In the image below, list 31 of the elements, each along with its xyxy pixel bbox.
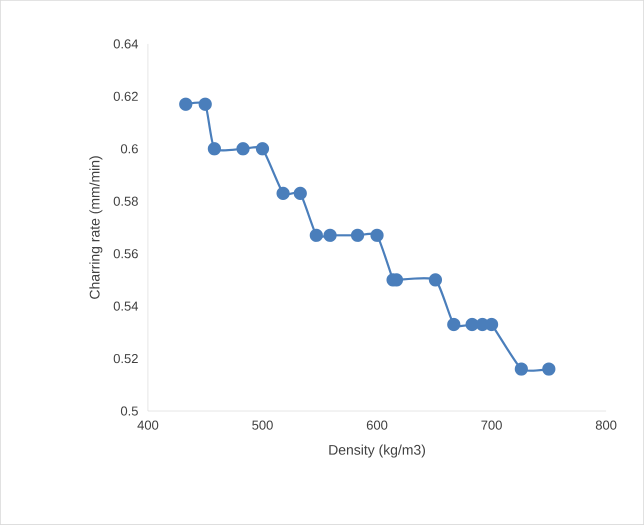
y-tick-label: 0.64 — [114, 39, 138, 48]
x-tick-label: 600 — [366, 420, 388, 430]
point — [256, 142, 270, 156]
x-tick-label: 800 — [596, 420, 616, 430]
point — [323, 228, 337, 242]
point — [447, 318, 460, 332]
point — [276, 186, 290, 200]
point — [370, 228, 384, 242]
point — [310, 228, 323, 242]
point — [465, 318, 479, 332]
y-axis-title: Charring rate (mm/min) — [89, 156, 102, 299]
y-tick-label: 0.5 — [120, 406, 138, 416]
point — [236, 142, 250, 156]
x-tick-label: 500 — [252, 420, 273, 430]
x-tick-label: 700 — [481, 420, 502, 430]
x-axis-title: Density (kg/m3) — [329, 444, 425, 458]
y-tick-label: 0.6 — [120, 144, 138, 154]
y-tick-label: 0.56 — [114, 249, 138, 258]
point — [428, 273, 442, 287]
point — [514, 362, 528, 376]
y-tick-label: 0.54 — [114, 302, 138, 311]
x-tick-label: 400 — [137, 420, 158, 430]
point — [179, 98, 192, 111]
point — [198, 98, 212, 111]
y-tick-label: 0.62 — [114, 92, 138, 101]
y-tick-label: 0.52 — [114, 354, 138, 364]
point — [208, 142, 221, 156]
point — [294, 186, 307, 200]
point — [350, 228, 364, 242]
y-tick-label: 0.58 — [114, 196, 138, 206]
point — [542, 362, 556, 376]
